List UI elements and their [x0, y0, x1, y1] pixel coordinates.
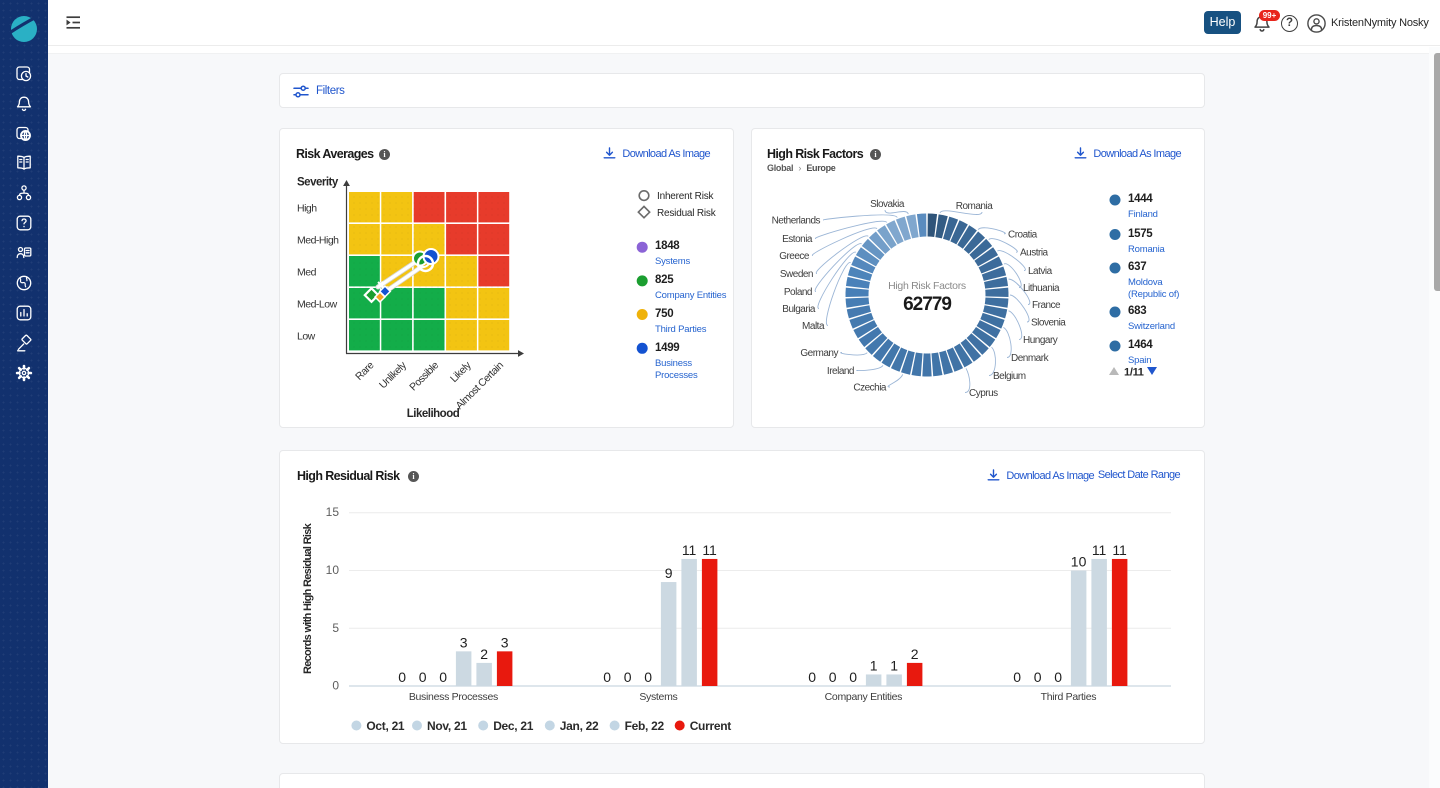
svg-text:Severity: Severity — [297, 177, 339, 189]
svg-text:0: 0 — [1013, 669, 1021, 685]
svg-text:0: 0 — [644, 669, 652, 685]
svg-text:0: 0 — [398, 669, 406, 685]
svg-text:Low: Low — [297, 331, 316, 343]
svg-text:Dec, 21: Dec, 21 — [493, 719, 534, 733]
svg-text:0: 0 — [829, 669, 837, 685]
svg-text:Romania: Romania — [956, 201, 993, 212]
svg-text:10: 10 — [1071, 554, 1087, 570]
svg-text:Malta: Malta — [802, 321, 825, 332]
svg-text:Systems: Systems — [639, 691, 677, 703]
svg-text:Czechia: Czechia — [853, 383, 887, 394]
svg-text:Med-High: Med-High — [297, 235, 339, 247]
svg-text:Sweden: Sweden — [780, 269, 813, 280]
svg-text:Ireland: Ireland — [827, 366, 854, 377]
svg-text:0: 0 — [603, 669, 611, 685]
svg-text:Company Entities: Company Entities — [825, 691, 903, 703]
svg-text:Cyprus: Cyprus — [969, 388, 998, 399]
svg-text:3: 3 — [501, 634, 509, 650]
svg-text:Rare: Rare — [353, 359, 377, 383]
svg-text:Likely: Likely — [448, 359, 474, 385]
svg-text:Med-Low: Med-Low — [297, 299, 338, 311]
svg-text:0: 0 — [332, 679, 339, 693]
svg-text:Possible: Possible — [407, 359, 441, 393]
svg-text:Lithuania: Lithuania — [1023, 283, 1060, 294]
svg-text:Current: Current — [690, 719, 732, 733]
svg-text:0: 0 — [439, 669, 447, 685]
svg-text:Estonia: Estonia — [782, 234, 813, 245]
svg-text:1: 1 — [870, 657, 878, 673]
svg-text:Austria: Austria — [1020, 248, 1049, 259]
svg-text:Slovakia: Slovakia — [870, 199, 905, 210]
svg-text:2: 2 — [911, 646, 919, 662]
svg-text:Netherlands: Netherlands — [772, 216, 821, 227]
svg-text:Croatia: Croatia — [1008, 229, 1038, 240]
svg-text:11: 11 — [1092, 542, 1107, 558]
svg-text:2: 2 — [480, 646, 488, 662]
svg-text:3: 3 — [460, 634, 468, 650]
svg-text:Unlikely: Unlikely — [377, 359, 410, 392]
svg-text:0: 0 — [808, 669, 816, 685]
svg-text:Med: Med — [297, 267, 317, 279]
svg-text:Greece: Greece — [779, 251, 810, 262]
svg-text:Germany: Germany — [800, 348, 838, 359]
svg-text:11: 11 — [1112, 542, 1127, 558]
svg-text:Records with High Residual Ris: Records with High Residual Risk — [302, 522, 314, 674]
svg-text:9: 9 — [665, 565, 673, 581]
svg-text:Jan, 22: Jan, 22 — [560, 719, 599, 733]
svg-text:1: 1 — [890, 657, 898, 673]
svg-text:Hungary: Hungary — [1023, 335, 1058, 346]
svg-text:Latvia: Latvia — [1028, 266, 1053, 277]
svg-text:Oct, 21: Oct, 21 — [366, 719, 405, 733]
svg-text:10: 10 — [326, 563, 340, 577]
svg-text:Business Processes: Business Processes — [409, 691, 498, 703]
svg-text:Bulgaria: Bulgaria — [782, 304, 816, 315]
svg-text:Likelihood: Likelihood — [407, 408, 460, 420]
svg-text:0: 0 — [849, 669, 857, 685]
svg-text:0: 0 — [1034, 669, 1042, 685]
svg-text:High Risk Factors: High Risk Factors — [888, 280, 966, 292]
svg-text:High: High — [297, 203, 317, 215]
svg-text:0: 0 — [419, 669, 427, 685]
svg-text:0: 0 — [624, 669, 632, 685]
svg-text:Feb, 22: Feb, 22 — [625, 719, 665, 733]
svg-text:15: 15 — [326, 505, 340, 519]
svg-text:Nov, 21: Nov, 21 — [427, 719, 467, 733]
svg-text:0: 0 — [1054, 669, 1062, 685]
svg-text:62779: 62779 — [903, 294, 951, 315]
svg-text:Poland: Poland — [784, 287, 812, 298]
svg-text:France: France — [1032, 300, 1061, 311]
svg-text:Slovenia: Slovenia — [1031, 318, 1066, 329]
svg-text:11: 11 — [702, 542, 717, 558]
svg-text:5: 5 — [332, 621, 339, 635]
svg-text:Denmark: Denmark — [1011, 353, 1050, 364]
svg-text:11: 11 — [682, 542, 697, 558]
svg-text:Belgium: Belgium — [993, 371, 1026, 382]
svg-text:1/11: 1/11 — [1124, 367, 1144, 379]
svg-text:Third Parties: Third Parties — [1041, 691, 1097, 703]
